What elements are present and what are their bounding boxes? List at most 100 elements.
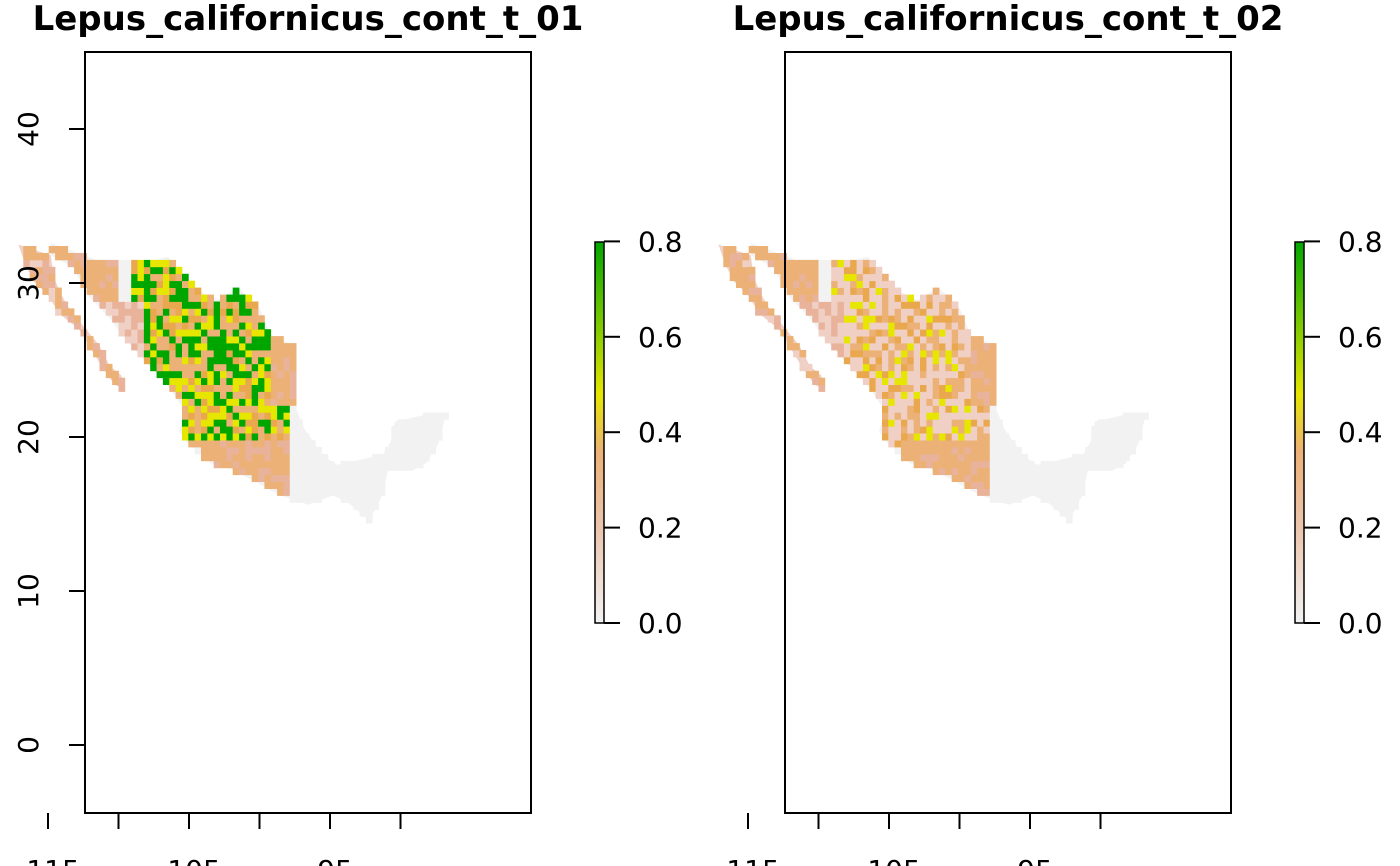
raster-cell: [984, 343, 991, 350]
x-tick-label: -115: [716, 854, 780, 866]
raster-cell: [1129, 426, 1136, 433]
raster-cell: [220, 405, 227, 412]
raster-cell: [831, 267, 838, 274]
raster-cell: [277, 350, 284, 357]
raster-cell: [106, 281, 113, 288]
raster-cell: [404, 447, 411, 454]
raster-cell: [1009, 440, 1016, 447]
raster-cell: [410, 461, 417, 468]
raster-cell: [182, 412, 189, 419]
raster-cell: [74, 322, 81, 329]
raster-cell: [793, 350, 800, 357]
raster-cell: [379, 454, 386, 461]
raster-cell: [984, 482, 991, 489]
raster-cell: [1085, 447, 1092, 454]
raster-cell: [926, 322, 933, 329]
raster-cell: [195, 336, 202, 343]
raster-cell: [214, 350, 221, 357]
raster-cell: [404, 440, 411, 447]
raster-cell: [106, 260, 113, 267]
raster-cell: [850, 274, 857, 281]
raster-cell: [207, 295, 214, 302]
raster-cell: [869, 371, 876, 378]
raster-cell: [328, 482, 335, 489]
raster-cell: [150, 274, 157, 281]
raster-cell: [201, 412, 208, 419]
raster-cell: [201, 364, 208, 371]
raster-cell: [176, 274, 183, 281]
raster-cell: [819, 322, 826, 329]
raster-cell: [964, 364, 971, 371]
raster-cell: [869, 378, 876, 385]
raster-cell: [214, 322, 221, 329]
raster-cell: [220, 461, 227, 468]
raster-cell: [914, 440, 921, 447]
raster-cell: [49, 281, 56, 288]
raster-cell: [749, 267, 756, 274]
raster-cell: [271, 447, 278, 454]
raster-cell: [901, 405, 908, 412]
raster-cell: [1009, 496, 1016, 503]
raster-cell: [1060, 489, 1067, 496]
raster-cell: [857, 329, 864, 336]
raster-cell: [1091, 461, 1098, 468]
raster-cell: [284, 447, 291, 454]
raster-cell: [958, 412, 965, 419]
raster-cell: [188, 288, 195, 295]
legend-colorbar: [595, 242, 604, 623]
raster-cell: [429, 419, 436, 426]
raster-cell: [926, 447, 933, 454]
raster-cell: [245, 343, 252, 350]
raster-cell: [214, 336, 221, 343]
raster-cell: [214, 357, 221, 364]
raster-cell: [882, 281, 889, 288]
raster-cell: [353, 503, 360, 510]
raster-cell: [990, 343, 997, 350]
raster-cell: [939, 405, 946, 412]
raster-cell: [945, 454, 952, 461]
raster-cell: [838, 288, 845, 295]
raster-cell: [793, 281, 800, 288]
raster-cell: [812, 315, 819, 322]
raster-cell: [245, 295, 252, 302]
raster-cell: [49, 295, 56, 302]
raster-cell: [907, 350, 914, 357]
raster-cell: [888, 364, 895, 371]
raster-cell: [176, 336, 183, 343]
raster-cell: [1117, 433, 1124, 440]
raster-cell: [277, 440, 284, 447]
raster-cell: [252, 385, 259, 392]
raster-cell: [882, 419, 889, 426]
raster-cell: [182, 357, 189, 364]
raster-cell: [163, 281, 170, 288]
raster-cell: [49, 274, 56, 281]
raster-cell: [749, 274, 756, 281]
raster-cell: [258, 385, 265, 392]
raster-cell: [188, 405, 195, 412]
raster-cell: [895, 426, 902, 433]
raster-cell: [239, 322, 246, 329]
raster-cell: [1129, 440, 1136, 447]
raster-cell: [749, 295, 756, 302]
raster-cell: [315, 461, 322, 468]
raster-cell: [404, 433, 411, 440]
raster-cell: [138, 315, 145, 322]
raster-cell: [952, 364, 959, 371]
raster-cell: [245, 336, 252, 343]
raster-cell: [334, 482, 341, 489]
raster-cell: [882, 426, 889, 433]
raster-cell: [1003, 475, 1010, 482]
raster-cell: [277, 426, 284, 433]
raster-cell: [882, 357, 889, 364]
raster-cell: [309, 475, 316, 482]
raster-cell: [226, 295, 233, 302]
raster-cell: [1123, 412, 1130, 419]
raster-cell: [264, 433, 271, 440]
raster-cell: [939, 371, 946, 378]
raster-cell: [245, 350, 252, 357]
raster-cell: [1015, 475, 1022, 482]
raster-cell: [1028, 468, 1035, 475]
raster-cell: [825, 302, 832, 309]
raster-cell: [150, 350, 157, 357]
raster-cell: [793, 343, 800, 350]
